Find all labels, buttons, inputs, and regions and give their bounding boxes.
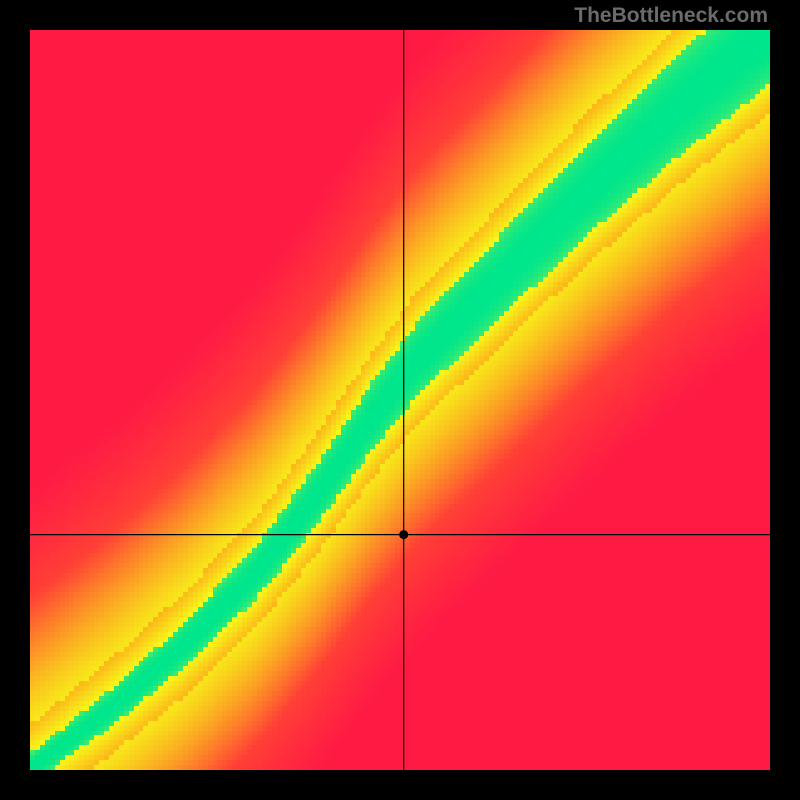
chart-container: TheBottleneck.com <box>0 0 800 800</box>
bottleneck-heatmap <box>30 30 770 770</box>
watermark-text: TheBottleneck.com <box>574 4 768 28</box>
